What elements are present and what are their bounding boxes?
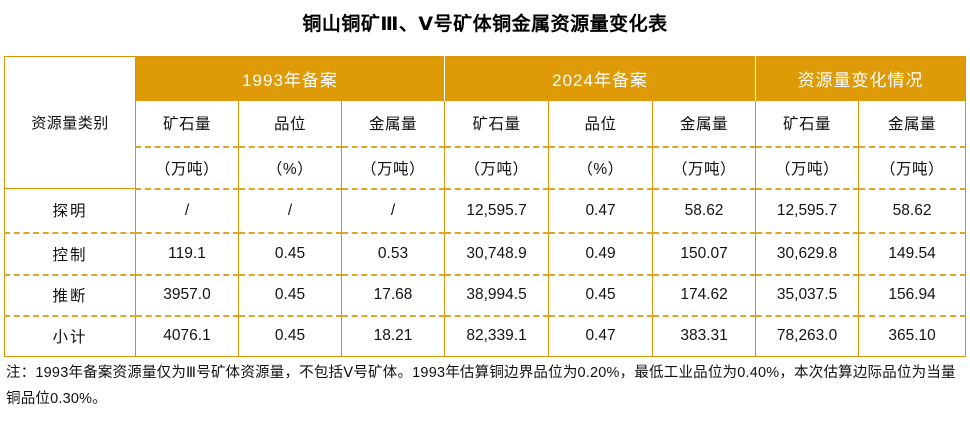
- cell-1-4: 0.49: [548, 232, 654, 276]
- cell-1-2: 0.53: [341, 232, 446, 276]
- resource-change-table: 资源量类别 1993年备案 2024年备案 资源量变化情况 矿石量 品位 金属量…: [4, 56, 967, 357]
- unit-ore-change: （万吨）: [755, 146, 860, 190]
- cell-3-1: 0.45: [238, 315, 342, 357]
- cell-0-5: 58.62: [652, 188, 757, 234]
- cell-3-6: 78,263.0: [755, 315, 860, 357]
- subheader-grade-1993: 品位: [238, 100, 342, 148]
- cell-0-6: 12,595.7: [755, 188, 860, 234]
- resource-table-container: 资源量类别 1993年备案 2024年备案 资源量变化情况 矿石量 品位 金属量…: [4, 56, 967, 357]
- cell-2-5: 174.62: [652, 274, 757, 317]
- cell-0-7: 58.62: [858, 188, 967, 234]
- unit-metal-2024: （万吨）: [652, 146, 757, 190]
- cell-3-4: 0.47: [548, 315, 654, 357]
- cell-0-0: /: [135, 188, 239, 234]
- group-header-1993: 1993年备案: [135, 56, 446, 101]
- cell-2-0: 3957.0: [135, 274, 239, 317]
- subheader-ore-change: 矿石量: [755, 100, 860, 148]
- subheader-grade-2024: 品位: [548, 100, 654, 148]
- subheader-ore-2024: 矿石量: [444, 100, 550, 148]
- cell-2-3: 38,994.5: [444, 274, 550, 317]
- cell-0-1: /: [238, 188, 342, 234]
- table-header-unit-row: （万吨） （%） （万吨） （万吨） （%） （万吨） （万吨） （万吨）: [5, 146, 967, 190]
- cell-0-4: 0.47: [548, 188, 654, 234]
- unit-grade-2024: （%）: [548, 146, 654, 190]
- table-row: 控制 119.1 0.45 0.53 30,748.9 0.49 150.07 …: [4, 232, 967, 276]
- subheader-ore-1993: 矿石量: [135, 100, 239, 148]
- unit-ore-1993: （万吨）: [135, 146, 239, 190]
- unit-metal-1993: （万吨）: [341, 146, 446, 190]
- cell-1-0: 119.1: [135, 232, 239, 276]
- cell-3-0: 4076.1: [135, 315, 239, 357]
- table-footnote: 注：1993年备案资源量仅为Ⅲ号矿体资源量，不包括Ⅴ号矿体。1993年估算铜边界…: [6, 365, 956, 407]
- cell-0-2: /: [341, 188, 446, 234]
- cell-1-7: 149.54: [858, 232, 967, 276]
- row-label-2: 推断: [4, 274, 136, 317]
- subheader-metal-1993: 金属量: [341, 100, 446, 148]
- cell-3-3: 82,339.1: [444, 315, 550, 357]
- table-row: 探明 / / / 12,595.7 0.47 58.62 12,595.7 58…: [4, 188, 967, 234]
- row-label-1: 控制: [4, 232, 136, 276]
- table-header-group-row: 资源量类别 1993年备案 2024年备案 资源量变化情况: [4, 56, 967, 189]
- cell-2-4: 0.45: [548, 274, 654, 317]
- cell-3-2: 18.21: [341, 315, 446, 357]
- cell-1-5: 150.07: [652, 232, 757, 276]
- subheader-metal-change: 金属量: [858, 100, 967, 148]
- table-header-sub-row: 矿石量 品位 金属量 矿石量 品位 金属量 矿石量 金属量: [5, 100, 967, 148]
- row-label-3: 小计: [4, 315, 136, 357]
- cell-0-3: 12,595.7: [444, 188, 550, 234]
- cell-2-7: 156.94: [858, 274, 967, 317]
- cell-1-6: 30,629.8: [755, 232, 860, 276]
- unit-ore-2024: （万吨）: [444, 146, 550, 190]
- page-title: 铜山铜矿Ⅲ、Ⅴ号矿体铜金属资源量变化表: [302, 14, 668, 35]
- row-label-0: 探明: [4, 188, 136, 234]
- cell-1-1: 0.45: [238, 232, 342, 276]
- cell-3-5: 383.31: [652, 315, 757, 357]
- subheader-metal-2024: 金属量: [652, 100, 757, 148]
- unit-metal-change: （万吨）: [858, 146, 967, 190]
- group-header-2024: 2024年备案: [444, 56, 757, 101]
- cell-2-6: 35,037.5: [755, 274, 860, 317]
- cell-3-7: 365.10: [858, 315, 967, 357]
- group-header-change: 资源量变化情况: [755, 56, 967, 101]
- table-row: 推断 3957.0 0.45 17.68 38,994.5 0.45 174.6…: [4, 274, 967, 317]
- table-row: 小计 4076.1 0.45 18.21 82,339.1 0.47 383.3…: [4, 315, 967, 357]
- cell-1-3: 30,748.9: [444, 232, 550, 276]
- cell-2-1: 0.45: [238, 274, 342, 317]
- unit-grade-1993: （%）: [238, 146, 342, 190]
- cell-2-2: 17.68: [341, 274, 446, 317]
- corner-cell-resource-category: 资源量类别: [4, 56, 136, 189]
